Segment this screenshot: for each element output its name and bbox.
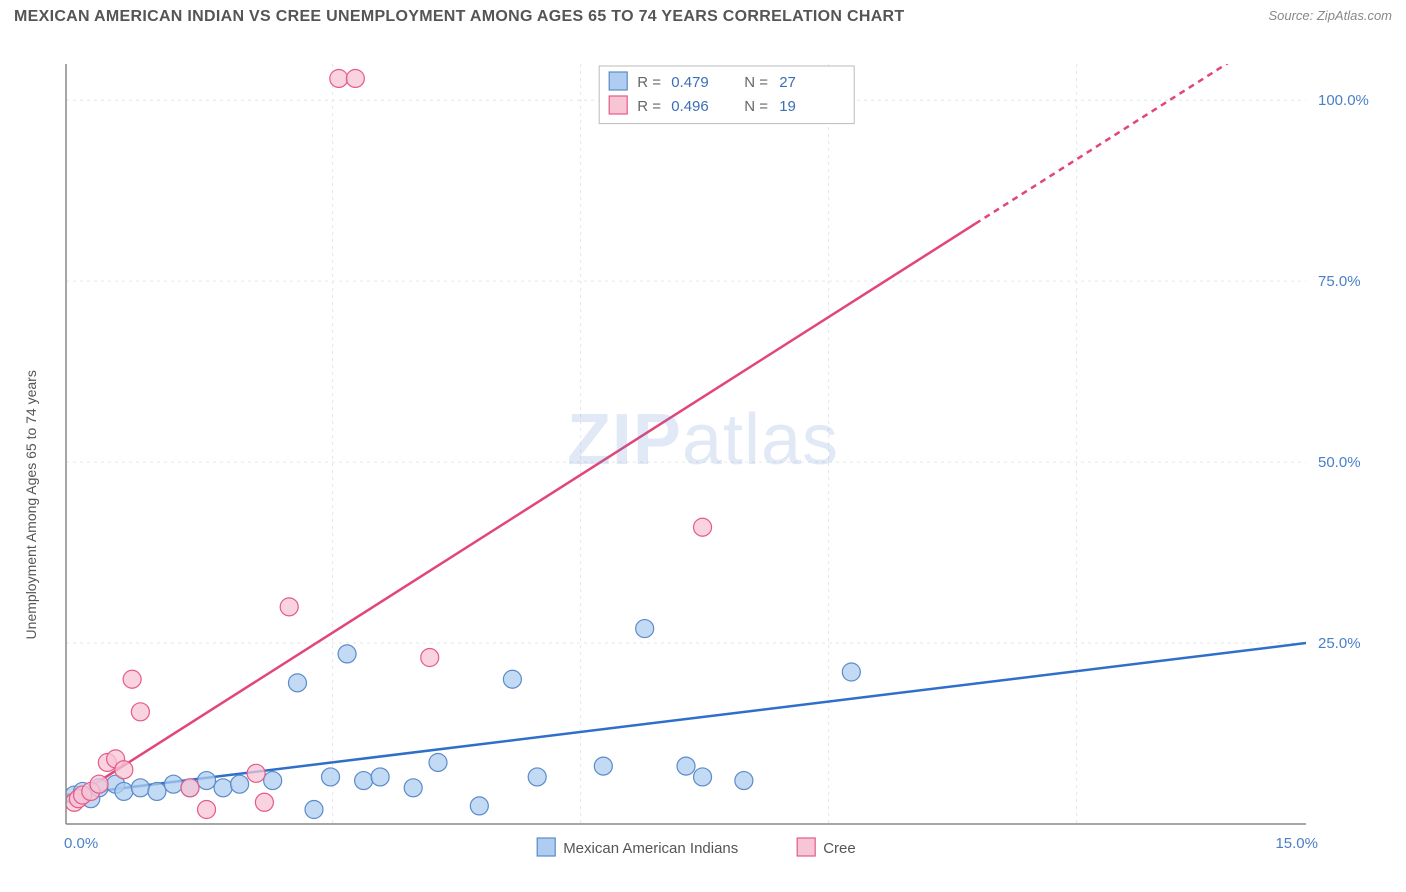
svg-text:15.0%: 15.0% (1275, 835, 1318, 852)
svg-text:0.0%: 0.0% (64, 835, 98, 852)
svg-text:R =: R = (637, 74, 661, 91)
svg-text:0.496: 0.496 (671, 98, 709, 115)
svg-text:75.0%: 75.0% (1318, 273, 1361, 290)
chart-container: 25.0% 50.0% 75.0% 100.0% 0.0% 15.0% Unemployme… (14, 36, 1392, 878)
svg-text:100.0%: 100.0% (1318, 92, 1369, 109)
source-attribution: Source: ZipAtlas.com (1268, 8, 1392, 23)
svg-text:50.0%: 50.0% (1318, 454, 1361, 471)
svg-text:Unemployment Among Ages 65 to: Unemployment Among Ages 65 to 74 years (23, 370, 39, 639)
svg-text:N =: N = (744, 98, 768, 115)
chart-title: MEXICAN AMERICAN INDIAN VS CREE UNEMPLOY… (14, 8, 904, 26)
svg-text:N =: N = (744, 74, 768, 91)
svg-text:Mexican American Indians: Mexican American Indians (563, 840, 738, 857)
svg-text:0.479: 0.479 (671, 74, 709, 91)
svg-text:25.0%: 25.0% (1318, 635, 1361, 652)
svg-text:Cree: Cree (823, 840, 856, 857)
svg-text:27: 27 (779, 74, 796, 91)
svg-text:19: 19 (779, 98, 796, 115)
svg-text:R =: R = (637, 98, 661, 115)
correlation-scatter-chart: 25.0% 50.0% 75.0% 100.0% 0.0% 15.0% Unemployme… (14, 36, 1392, 878)
